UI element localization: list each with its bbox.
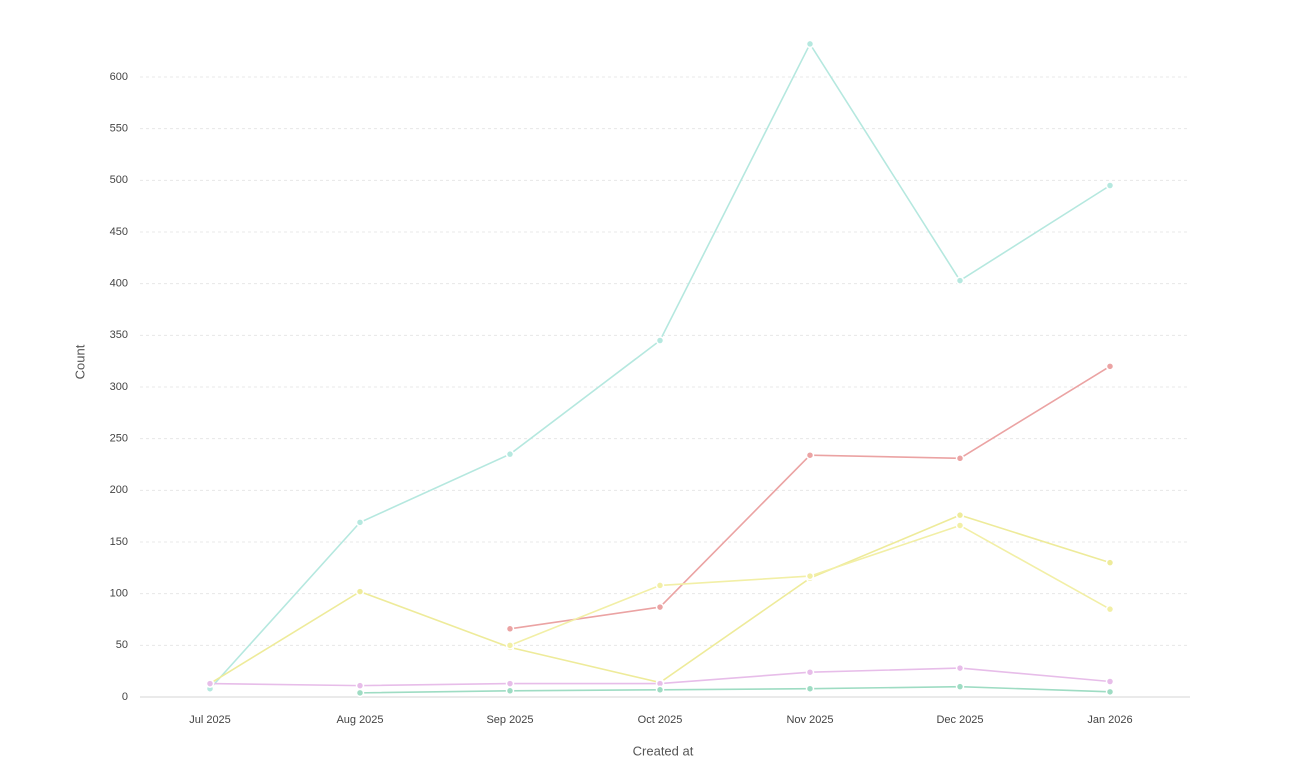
data-point bbox=[655, 602, 665, 612]
y-tick-label: 50 bbox=[116, 639, 128, 651]
series-line bbox=[359, 685, 1111, 694]
data-point bbox=[955, 454, 965, 463]
series-line bbox=[209, 514, 1111, 685]
y-tick-label: 600 bbox=[110, 71, 128, 83]
data-point bbox=[955, 276, 965, 285]
y-tick-label: 150 bbox=[110, 536, 128, 548]
y-tick-label: 400 bbox=[110, 278, 128, 290]
data-point bbox=[1105, 558, 1115, 567]
data-point bbox=[1105, 362, 1115, 371]
y-tick-label: 250 bbox=[110, 433, 128, 445]
data-point bbox=[655, 336, 665, 345]
data-point bbox=[355, 587, 365, 596]
data-point bbox=[1105, 604, 1115, 614]
data-point bbox=[355, 681, 365, 690]
data-point bbox=[655, 685, 665, 695]
data-point bbox=[955, 682, 965, 691]
data-point bbox=[1105, 181, 1115, 190]
series-line bbox=[509, 524, 1111, 647]
data-point bbox=[505, 686, 515, 696]
data-point bbox=[355, 518, 365, 527]
data-point bbox=[655, 581, 665, 590]
y-tick-label: 500 bbox=[110, 174, 128, 186]
data-point bbox=[955, 510, 965, 520]
y-tick-label: 100 bbox=[110, 588, 128, 600]
x-tick-label: Sep 2025 bbox=[486, 714, 533, 726]
data-point bbox=[805, 450, 815, 460]
data-point bbox=[805, 571, 815, 581]
y-tick-label: 350 bbox=[110, 329, 128, 341]
data-point bbox=[1105, 677, 1115, 686]
x-axis-title: Created at bbox=[633, 743, 694, 758]
data-point bbox=[355, 688, 365, 698]
y-tick-label: 200 bbox=[110, 484, 128, 496]
data-point bbox=[205, 679, 215, 688]
y-axis-title: Count bbox=[72, 344, 87, 379]
data-point bbox=[805, 684, 815, 693]
series-line bbox=[209, 42, 1111, 690]
x-tick-label: Jan 2026 bbox=[1087, 714, 1132, 726]
data-point bbox=[1105, 687, 1115, 697]
series-line bbox=[509, 365, 1111, 630]
data-point bbox=[955, 521, 965, 530]
data-point bbox=[505, 641, 515, 650]
y-tick-label: 450 bbox=[110, 226, 128, 238]
data-point bbox=[505, 624, 515, 634]
x-tick-label: Dec 2025 bbox=[936, 714, 983, 726]
y-tick-label: 550 bbox=[110, 123, 128, 135]
x-tick-label: Jul 2025 bbox=[189, 714, 231, 726]
x-tick-label: Nov 2025 bbox=[786, 714, 833, 726]
data-point bbox=[805, 667, 815, 677]
data-point bbox=[505, 449, 515, 459]
y-tick-label: 0 bbox=[122, 691, 128, 703]
data-point bbox=[505, 679, 515, 688]
x-tick-label: Oct 2025 bbox=[638, 714, 683, 726]
data-point bbox=[805, 39, 815, 49]
y-tick-label: 300 bbox=[110, 381, 128, 393]
x-tick-label: Aug 2025 bbox=[336, 714, 383, 726]
data-point bbox=[955, 663, 965, 673]
